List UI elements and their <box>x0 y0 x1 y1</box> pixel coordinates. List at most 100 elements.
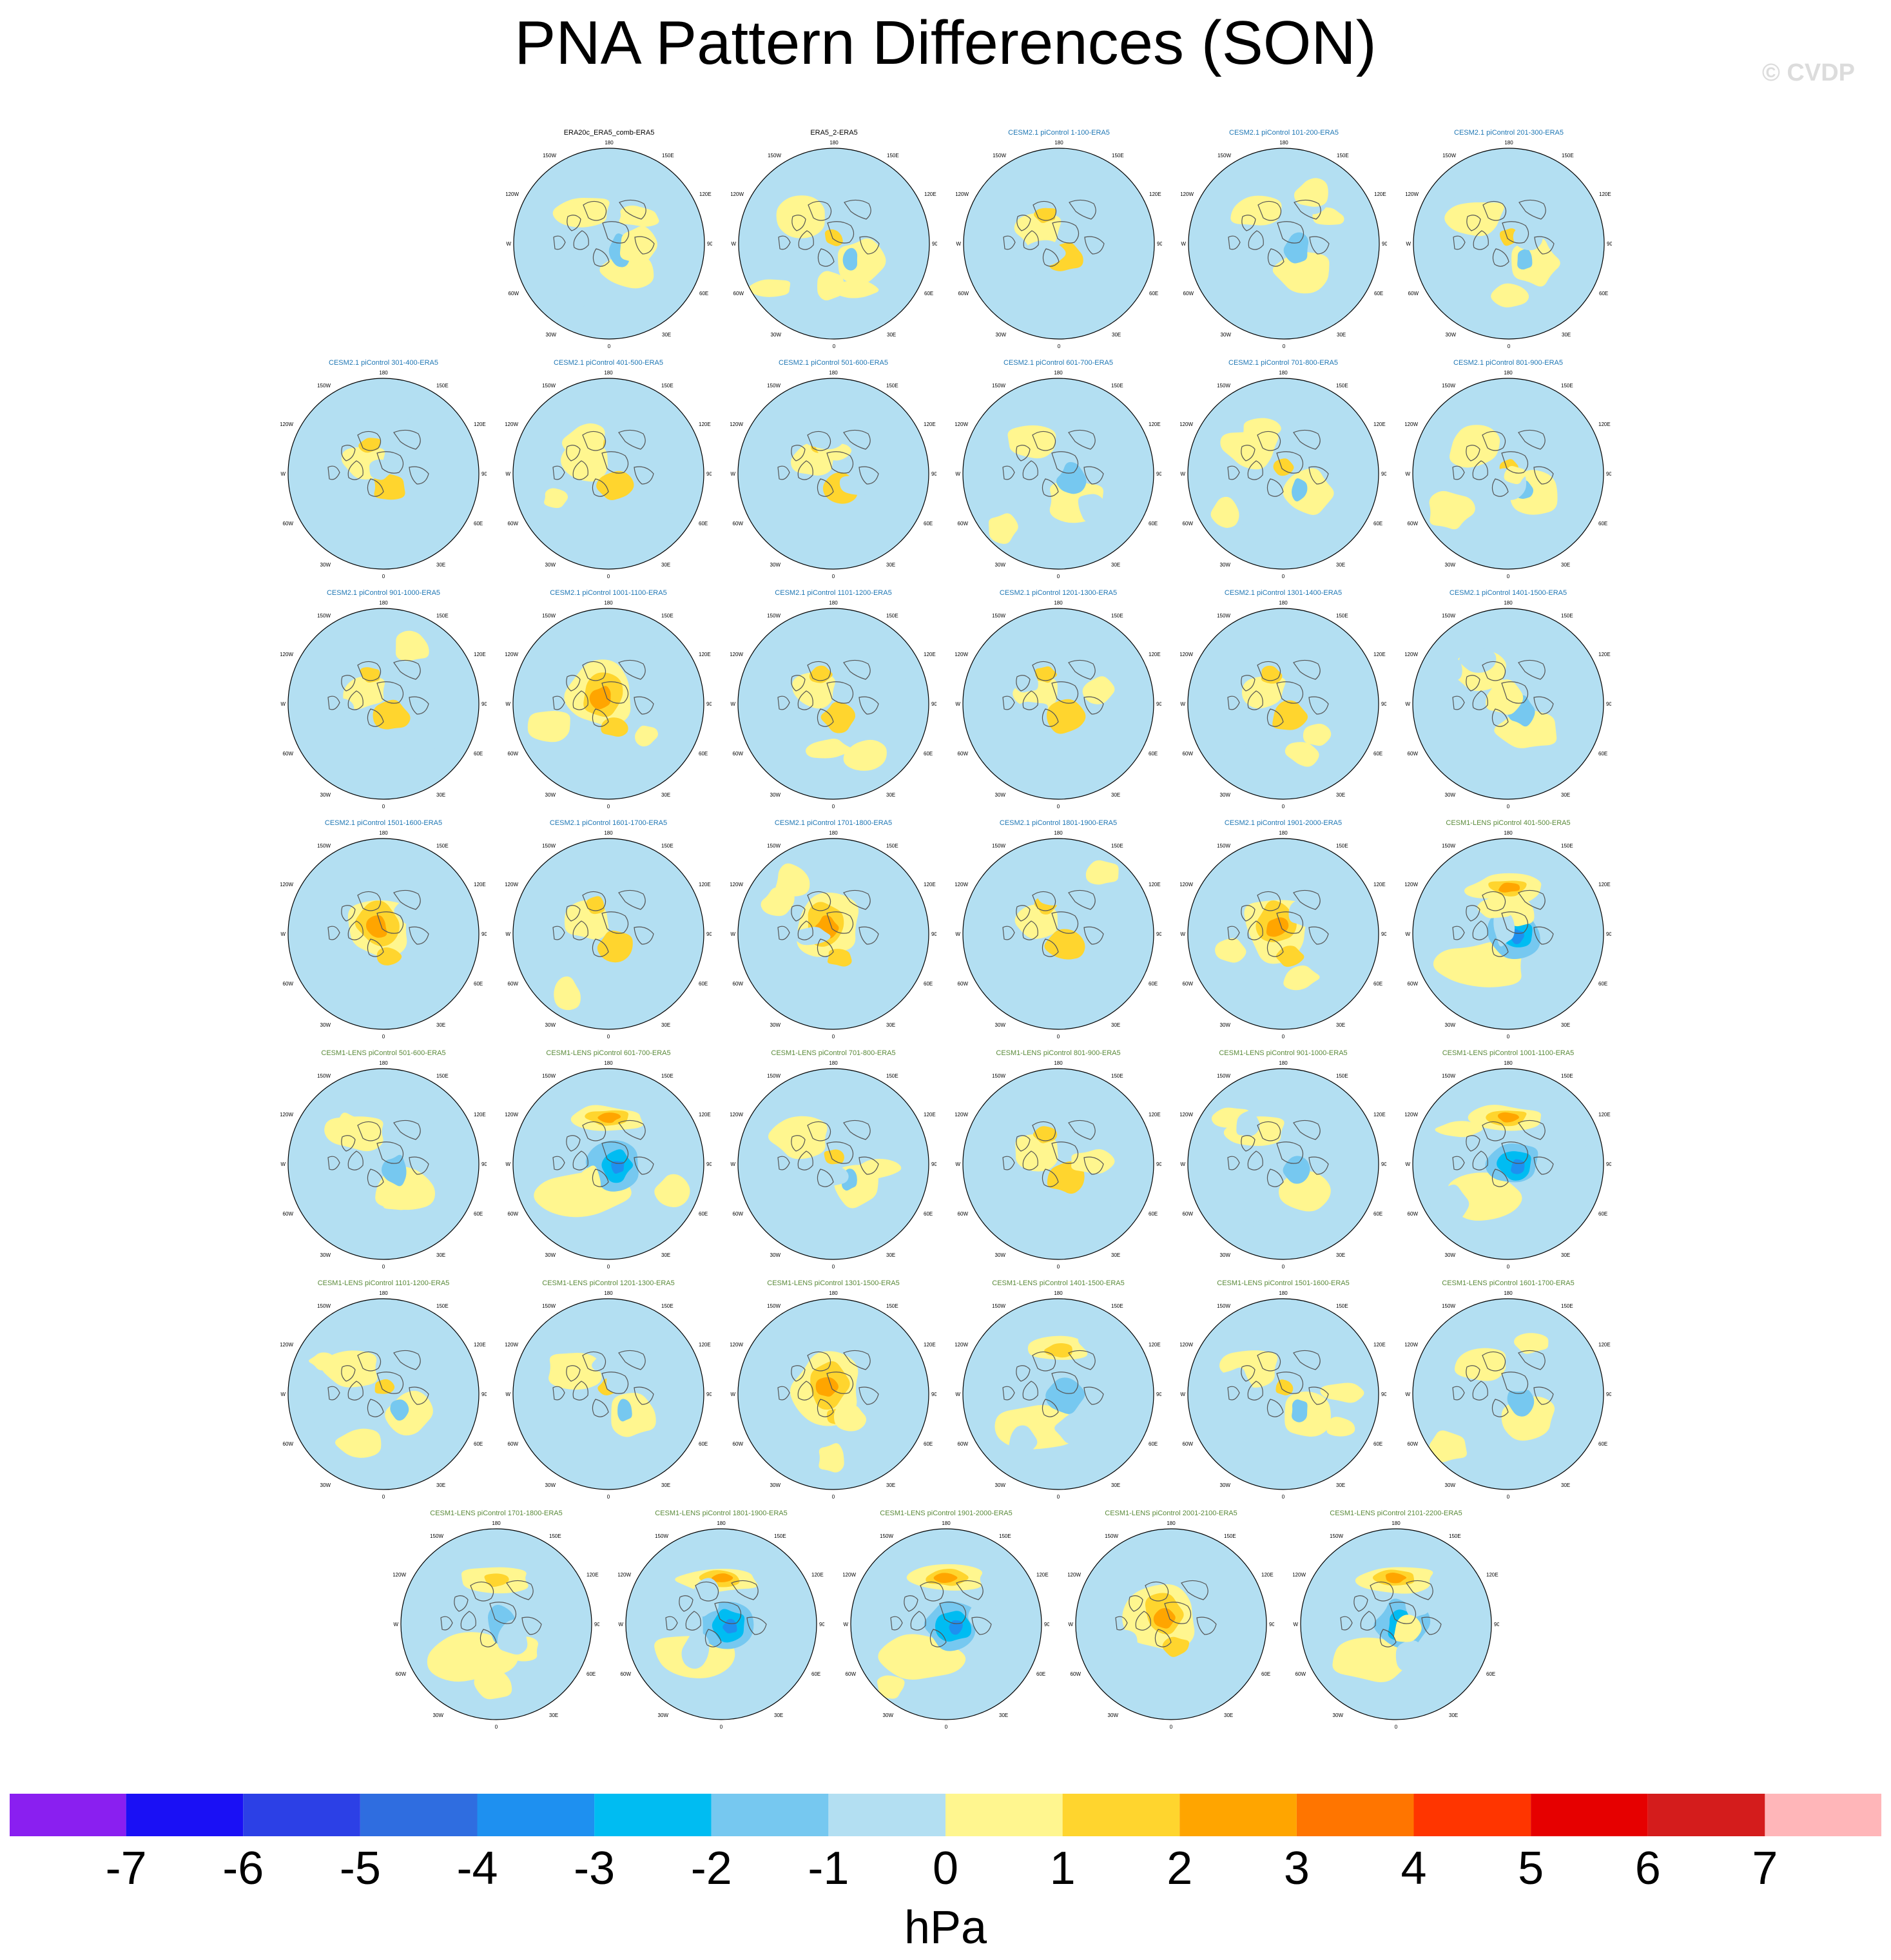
map-panel: CESM1-LENS piControl 801-900-ERA5 180 0 150… <box>955 1049 1161 1272</box>
tick-label: 90W <box>956 241 961 247</box>
coastline <box>1276 1141 1304 1164</box>
coastline <box>347 1150 364 1170</box>
tick-label: 90W <box>393 1622 398 1627</box>
anomaly-region <box>833 1404 867 1431</box>
anomaly-region <box>877 1675 905 1699</box>
coastline <box>1466 675 1480 692</box>
map-panel: CESM2.1 piControl 901-1000-ERA5 180 0 150W 1… <box>280 589 487 811</box>
coastline <box>843 1350 871 1370</box>
panel-title: CESM1-LENS piControl 401-500-ERA5 <box>1446 819 1571 827</box>
tick-label: 150W <box>1217 383 1230 389</box>
coastline <box>566 1135 581 1152</box>
colorbar-swatch <box>711 1793 829 1837</box>
panel-title: CESM1-LENS piControl 2001-2100-ERA5 <box>1105 1509 1237 1517</box>
coastline <box>618 1120 646 1140</box>
coastlines <box>1002 1120 1104 1187</box>
anomaly-region <box>544 488 568 509</box>
coastlines <box>777 429 879 497</box>
tick-label: 150W <box>317 1303 331 1309</box>
tick-label: 120W <box>618 1572 631 1578</box>
tick-label: 90E <box>931 701 936 707</box>
tick-label: 30W <box>545 1022 556 1028</box>
coastline <box>1032 1351 1056 1372</box>
coastline <box>634 466 654 485</box>
tick-label: 30E <box>774 1713 783 1718</box>
anomaly-region <box>1239 1206 1266 1228</box>
tick-label: 180 <box>1279 1061 1288 1066</box>
tick-label: 120E <box>1598 882 1611 888</box>
polar-map: 180 0 150W 150E 120W 120E 90W 90E 60W 60E 30W 30E <box>1406 141 1612 349</box>
anomaly-region <box>1071 1149 1115 1174</box>
coastline <box>1473 230 1489 250</box>
tick-label: 150W <box>1442 613 1455 619</box>
coastline <box>1452 695 1465 710</box>
polar-map: 180 0 150W 150E 120W 120E 90W 90E 60W 60E 30W 30E <box>280 371 487 579</box>
tick-label: 60E <box>474 1441 483 1447</box>
tick-label: 120E <box>587 1572 599 1578</box>
panel-title: CESM1-LENS piControl 1301-1500-ERA5 <box>767 1279 900 1287</box>
map-border <box>737 608 929 800</box>
tick-label: 0 <box>945 1724 948 1730</box>
tick-label: 150E <box>774 1533 786 1539</box>
panel-title: CESM2.1 piControl 1101-1200-ERA5 <box>775 589 892 597</box>
coastline <box>1052 221 1080 244</box>
anomaly-core <box>360 667 380 683</box>
coastline <box>1472 690 1488 710</box>
anomaly-core <box>1498 882 1520 893</box>
tick-label: 90W <box>505 1161 510 1167</box>
polar-map: 180 0 150W 150E 120W 120E 90W 90E 60W 60E 30W 30E <box>506 141 712 349</box>
anomaly-core <box>842 247 858 271</box>
coastline <box>454 1595 469 1612</box>
panel-title: CESM2.1 piControl 601-700-ERA5 <box>1004 359 1113 367</box>
coastline <box>791 1135 806 1152</box>
tick-label: 120E <box>924 191 936 197</box>
anomaly-region <box>806 739 853 759</box>
coastline <box>327 926 340 940</box>
map-border <box>513 148 705 340</box>
tick-label: 180 <box>717 1521 726 1526</box>
tick-label: 150W <box>1442 1303 1455 1309</box>
coastline <box>376 1141 404 1164</box>
anomaly-region <box>329 698 354 717</box>
panel-title: CESM1-LENS piControl 1101-1200-ERA5 <box>317 1279 450 1287</box>
coastlines <box>327 659 429 727</box>
tick-label: 150E <box>886 613 898 619</box>
anomaly-region <box>764 1328 802 1350</box>
tick-label: 30W <box>770 792 781 798</box>
coastline <box>601 911 629 934</box>
map-border <box>850 1528 1042 1720</box>
map-panel: CESM2.1 piControl 201-300-ERA5 180 0 150W 15… <box>1406 129 1612 351</box>
tick-label: 60E <box>1374 291 1383 296</box>
tick-label: 60E <box>1598 521 1607 527</box>
colorbar-swatch <box>477 1793 595 1837</box>
coastline <box>460 1611 476 1631</box>
tick-label: 150W <box>1442 153 1456 159</box>
coastline <box>347 920 364 940</box>
coastline <box>572 1381 588 1401</box>
tick-label: 180 <box>1054 1061 1063 1066</box>
tick-label: 90E <box>481 1392 487 1397</box>
tick-label: 0 <box>1057 574 1060 579</box>
tick-label: 150W <box>1105 1533 1118 1539</box>
tick-label: 60W <box>1408 751 1419 757</box>
tick-label: 60W <box>958 291 969 296</box>
map-panel: CESM2.1 piControl 701-800-ERA5 180 0 150W 15… <box>1180 359 1386 581</box>
coastline <box>470 1581 494 1602</box>
anomaly-region <box>1435 1121 1483 1138</box>
tick-label: 120W <box>730 652 743 657</box>
tick-label: 30W <box>1445 562 1456 568</box>
anomaly-core <box>484 1573 509 1587</box>
tick-label: 150E <box>1224 1533 1236 1539</box>
tick-label: 90E <box>1606 701 1611 707</box>
tick-label: 30E <box>1224 1713 1233 1718</box>
anomaly-region <box>692 1578 719 1617</box>
coastline <box>858 1156 879 1175</box>
tick-label: 90W <box>505 931 510 937</box>
tick-label: 30E <box>1562 332 1571 338</box>
tick-label: 60E <box>1373 521 1382 527</box>
coastline <box>1154 1629 1172 1647</box>
tick-label: 150E <box>1112 153 1124 159</box>
coastline <box>791 445 806 461</box>
coastline <box>1241 675 1256 692</box>
coastline <box>731 1580 759 1600</box>
